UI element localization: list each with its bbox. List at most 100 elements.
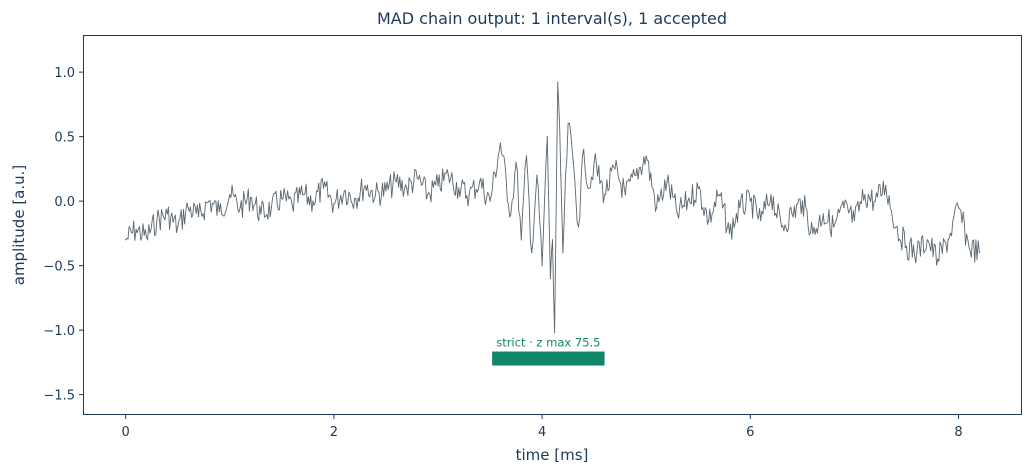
y-tick-label: −1.0	[43, 324, 75, 339]
data-point	[645, 155, 647, 157]
data-point	[525, 155, 528, 157]
x-axis-ticks: 0 2 4 6 8	[122, 414, 963, 440]
data-point	[447, 174, 449, 176]
axes-frame	[83, 35, 1022, 415]
data-point	[515, 161, 517, 163]
data-point	[833, 226, 835, 228]
data-point	[760, 219, 762, 222]
data-point	[499, 142, 501, 144]
data-point	[770, 194, 772, 196]
data-point	[302, 194, 304, 196]
data-point	[728, 232, 731, 234]
data-point	[333, 203, 335, 205]
data-point	[260, 213, 262, 215]
data-point	[853, 219, 856, 222]
data-point	[812, 232, 814, 234]
x-axis-label: time [ms]	[516, 446, 589, 464]
data-point	[250, 196, 252, 198]
data-point	[322, 187, 325, 189]
x-tick-label: 2	[330, 425, 338, 440]
data-point	[541, 265, 543, 267]
data-point	[406, 187, 408, 189]
data-point	[635, 174, 637, 176]
data-point	[968, 245, 970, 247]
data-point	[536, 174, 538, 176]
data-point	[312, 200, 314, 202]
data-point	[874, 200, 876, 202]
data-point	[554, 332, 556, 334]
data-point	[708, 219, 710, 222]
interval-markers: strict · z max 75.5	[492, 336, 605, 366]
data-point	[239, 207, 241, 209]
data-point	[343, 190, 345, 192]
data-point	[156, 219, 158, 222]
data-point	[947, 239, 949, 241]
data-point	[739, 207, 741, 209]
data-point	[489, 200, 491, 202]
data-point	[374, 194, 377, 196]
x-tick-label: 6	[746, 425, 754, 440]
y-axis-label: amplitude [a.u.]	[10, 165, 28, 286]
chart-title: MAD chain output: 1 interval(s), 1 accep…	[377, 9, 727, 28]
data-point	[656, 207, 658, 209]
data-point	[895, 226, 897, 228]
data-point	[549, 277, 552, 280]
interval-label: strict · z max 75.5	[496, 336, 600, 350]
data-point	[916, 252, 918, 254]
data-point	[187, 207, 189, 209]
data-point	[551, 239, 554, 241]
data-point	[567, 123, 569, 125]
data-point	[676, 213, 679, 215]
data-point	[562, 252, 564, 254]
data-point	[281, 198, 283, 200]
data-point	[437, 185, 439, 187]
data-point	[718, 194, 720, 196]
data-point	[197, 216, 200, 218]
data-point	[978, 252, 981, 254]
data-point	[749, 200, 751, 202]
x-tick-label: 8	[954, 425, 962, 440]
data-point	[687, 200, 689, 202]
data-point	[468, 194, 470, 196]
data-point	[604, 194, 606, 196]
data-point	[822, 213, 824, 215]
plot-area	[125, 81, 981, 334]
y-tick-label: 1.0	[54, 66, 75, 81]
data-point	[546, 136, 548, 138]
data-point	[208, 200, 210, 202]
data-point	[926, 239, 928, 241]
data-point	[458, 187, 460, 189]
y-tick-label: 0.5	[54, 131, 75, 146]
data-point	[801, 200, 804, 202]
x-tick-label: 4	[538, 425, 546, 440]
y-tick-label: −1.5	[43, 389, 75, 404]
data-point	[385, 190, 387, 192]
data-point	[395, 181, 397, 183]
data-point	[791, 213, 793, 215]
series-line-0	[125, 81, 980, 334]
data-point	[354, 198, 356, 200]
data-point	[905, 245, 908, 247]
data-point	[479, 181, 481, 183]
data-point	[557, 81, 559, 83]
data-point	[864, 194, 866, 196]
data-point	[218, 210, 220, 213]
data-point	[560, 174, 562, 176]
data-point	[229, 194, 231, 196]
data-point	[843, 207, 845, 209]
data-point	[145, 236, 148, 238]
y-tick-label: −0.5	[43, 260, 75, 275]
data-point	[166, 213, 168, 215]
data-point	[593, 161, 595, 163]
data-point	[583, 148, 585, 151]
data-point	[270, 207, 272, 209]
data-point	[697, 187, 699, 189]
data-point	[957, 207, 960, 209]
data-point	[588, 187, 590, 189]
data-point	[572, 161, 574, 163]
data-point	[125, 239, 127, 241]
data-point	[577, 226, 580, 228]
data-point	[416, 177, 418, 179]
